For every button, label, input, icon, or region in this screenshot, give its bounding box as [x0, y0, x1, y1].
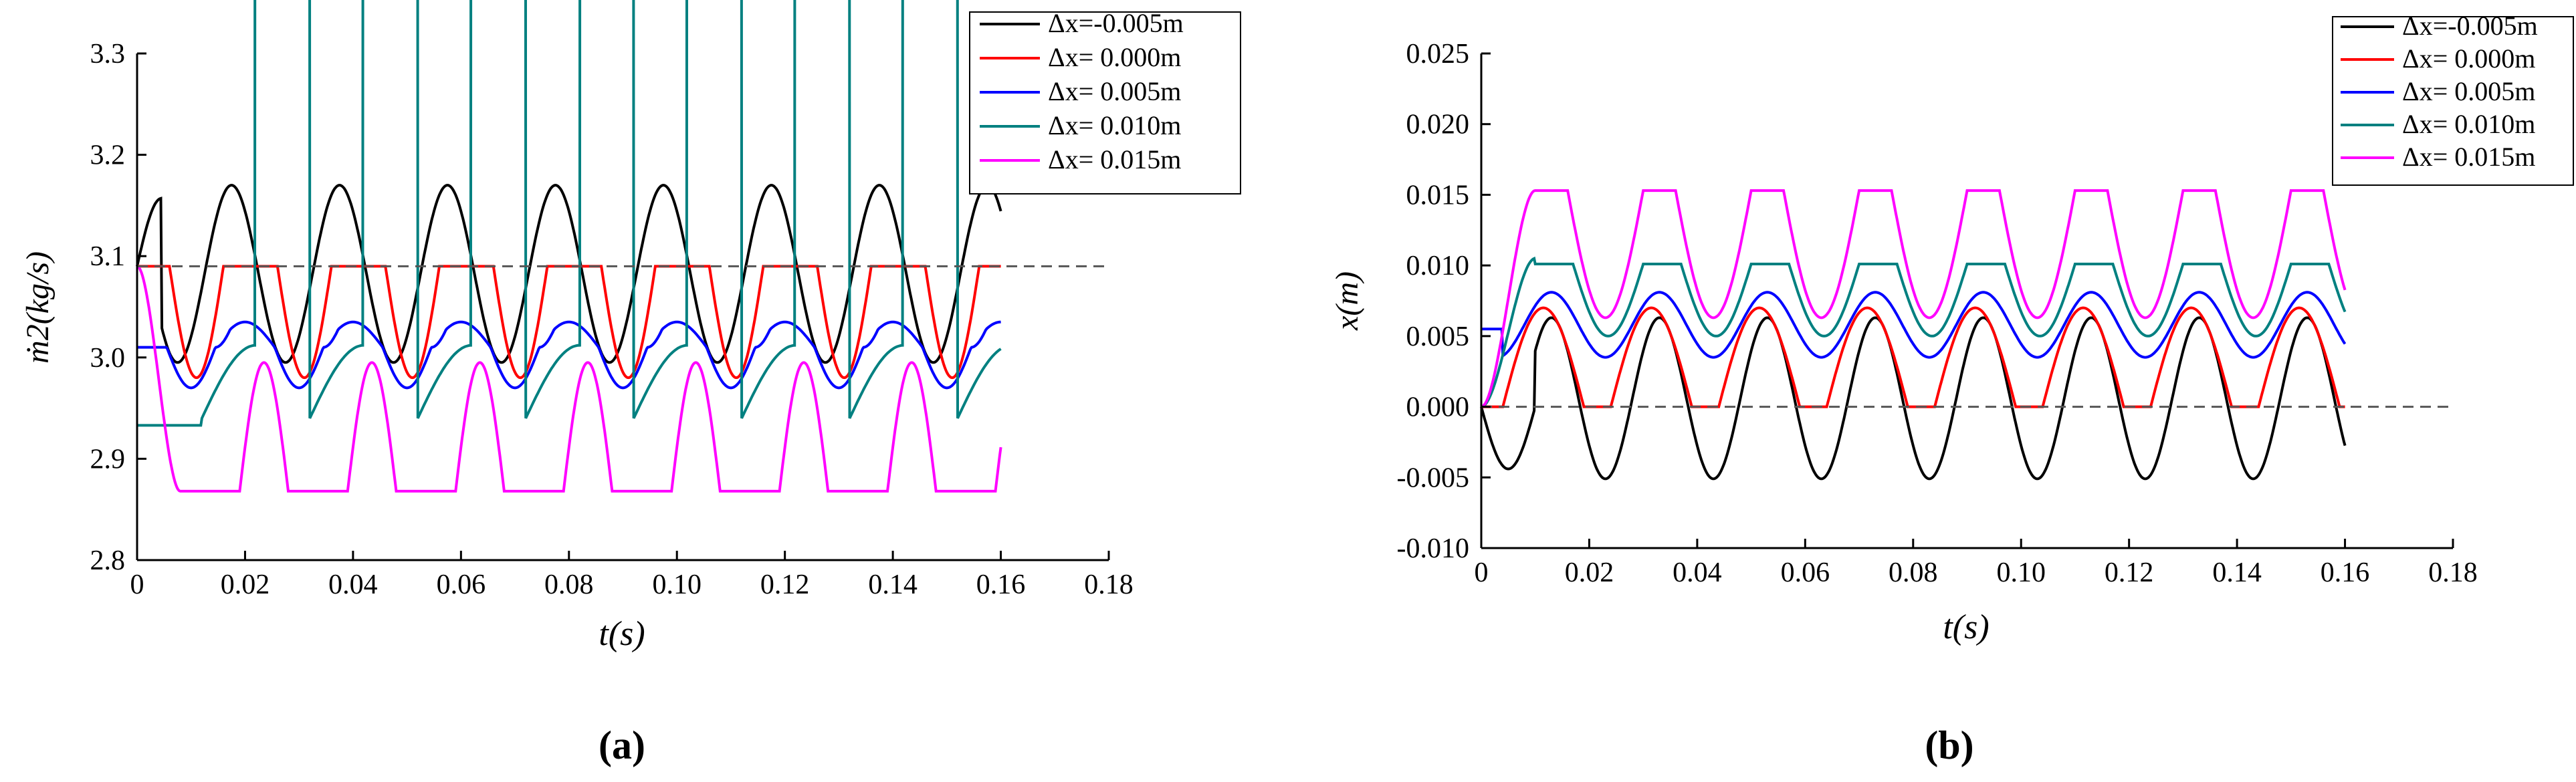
legend-label-3: Δx= 0.005m	[2402, 76, 2535, 106]
series-line-3	[137, 320, 1001, 390]
series-line-3	[1481, 291, 2347, 359]
y-tick-label: -0.005	[1397, 463, 1470, 493]
series-line-4	[137, 0, 1002, 427]
series-line-2	[1481, 306, 2345, 408]
y-tick-label: 3.3	[90, 39, 126, 70]
legend-label-5: Δx= 0.015m	[2402, 142, 2535, 172]
x-tick-label: 0.12	[2105, 557, 2154, 588]
series-line-4	[1481, 256, 2347, 408]
x-tick-label: 0.02	[1565, 557, 1614, 588]
x-tick-label: 0	[130, 569, 144, 600]
panel-a-legend: Δx=-0.005m Δx= 0.000m Δx= 0.005m Δx= 0.010m…	[969, 8, 1241, 194]
panel-b-subfigure-label: (b)	[1925, 723, 1973, 767]
y-tick-label: 0.020	[1406, 110, 1470, 140]
panel-b-plot-area: 0 0.02 0.04 0.06 0.08 0.10 0.12 0.14 0.16 0.18 -0…	[1397, 39, 2478, 588]
series-line-1	[1480, 316, 2347, 481]
x-tick-label: 0.18	[1084, 569, 1134, 600]
panel-b: 0 0.02 0.04 0.06 0.08 0.10 0.12 0.14 0.16 0.18 -0…	[1329, 11, 2574, 767]
x-tick-label: 0.08	[1889, 557, 1938, 588]
x-tick-label: 0.14	[2212, 557, 2262, 588]
x-tick-label: 0.14	[868, 569, 918, 600]
legend-label-2: Δx= 0.000m	[2402, 43, 2535, 74]
y-tick-label: 0.005	[1406, 321, 1470, 352]
x-tick-label: 0.16	[976, 569, 1026, 600]
series-line-1	[136, 184, 1002, 364]
x-tick-label: 0.04	[1673, 557, 1722, 588]
y-tick-label: 0.010	[1406, 251, 1470, 281]
y-tick-label: 3.1	[90, 241, 126, 272]
x-tick-label: 0.10	[1996, 557, 2046, 588]
x-tick-label: 0.18	[2428, 557, 2478, 588]
y-tick-label: 0.015	[1406, 180, 1470, 211]
series-line-5	[1481, 189, 2347, 408]
panel-a-xlabel: t(s)	[599, 615, 645, 653]
panel-a-subfigure-label: (a)	[599, 723, 645, 767]
y-tick-label: 3.0	[90, 343, 126, 374]
series-line-5	[136, 265, 1002, 493]
x-tick-label: 0	[1475, 557, 1489, 588]
x-tick-label: 0.02	[221, 569, 270, 600]
x-tick-label: 0.16	[2321, 557, 2370, 588]
y-tick-label: -0.010	[1397, 533, 1470, 564]
x-tick-label: 0.12	[760, 569, 810, 600]
panel-b-xlabel: t(s)	[1943, 608, 1989, 646]
panel-a: 0 0.02 0.04 0.06 0.08 0.10 0.12 0.14 0.16 0.18 2.…	[20, 0, 1241, 767]
x-tick-label: 0.06	[437, 569, 486, 600]
legend-label-2: Δx= 0.000m	[1048, 42, 1181, 72]
panel-a-plot-area: 0 0.02 0.04 0.06 0.08 0.10 0.12 0.14 0.16 0.18 2.…	[90, 0, 1134, 600]
panel-a-ylabel: ṁ2(kg/s)	[20, 251, 56, 364]
legend-label-3: Δx= 0.005m	[1048, 76, 1181, 106]
y-tick-label: 0.025	[1406, 39, 1470, 70]
legend-label-1: Δx=-0.005m	[2402, 11, 2538, 41]
legend-label-4: Δx= 0.010m	[2402, 109, 2535, 139]
y-tick-label: 3.2	[90, 140, 126, 171]
x-tick-label: 0.10	[652, 569, 702, 600]
x-tick-label: 0.06	[1781, 557, 1830, 588]
x-tick-label: 0.08	[544, 569, 594, 600]
x-tick-label: 0.04	[328, 569, 378, 600]
y-tick-label: 2.9	[90, 444, 126, 475]
legend-label-5: Δx= 0.015m	[1048, 144, 1181, 174]
legend-label-1: Δx=-0.005m	[1048, 8, 1184, 38]
panel-b-ylabel: x(m)	[1329, 271, 1365, 331]
y-tick-label: 2.8	[90, 545, 126, 576]
y-tick-label: 0.000	[1406, 392, 1470, 423]
legend-label-4: Δx= 0.010m	[1048, 110, 1181, 140]
series-line-2	[137, 265, 1001, 380]
